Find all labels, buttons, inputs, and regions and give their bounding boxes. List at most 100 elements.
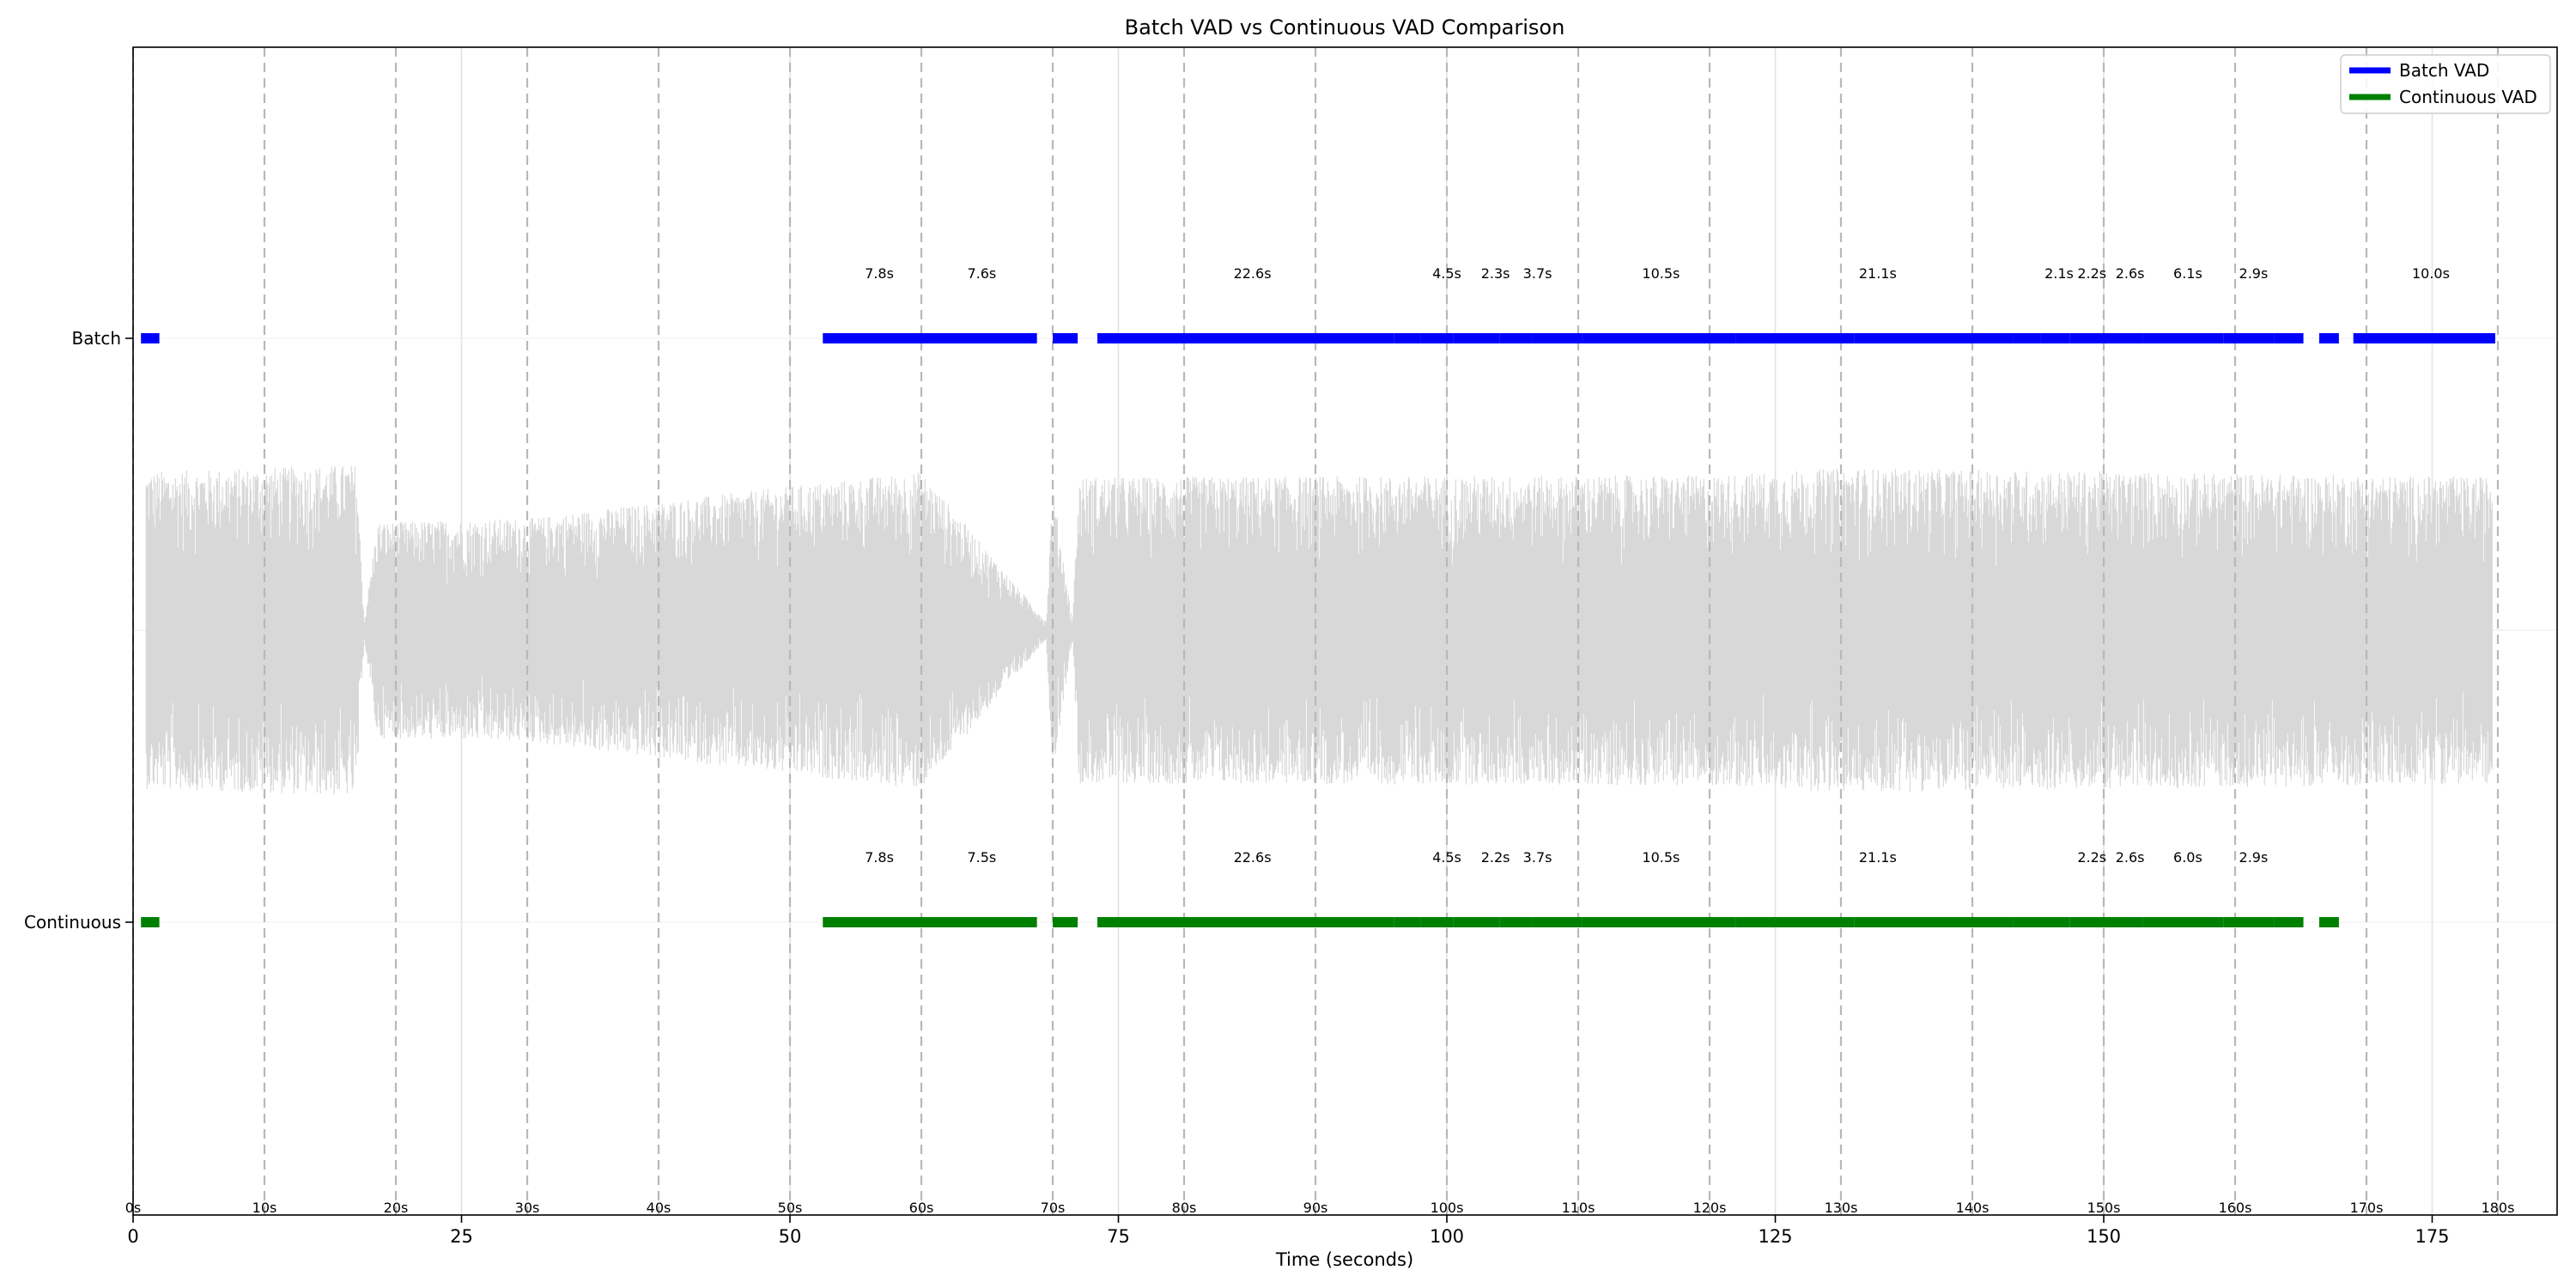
vad-segment [2013, 333, 2041, 343]
vad-segment [1097, 333, 1394, 343]
vad-segment [1053, 917, 1078, 927]
time-marker-label: 50s [778, 1200, 803, 1216]
time-marker-label: 170s [2350, 1200, 2384, 1216]
vad-segment [2274, 917, 2304, 927]
time-marker-label: 180s [2482, 1200, 2515, 1216]
segment-duration-label: 7.5s [967, 849, 996, 866]
vad-segment [1735, 333, 1855, 343]
time-marker-label: 20s [384, 1200, 409, 1216]
segment-duration-label: 7.8s [865, 849, 894, 866]
segment-duration-label: 22.6s [1234, 265, 1272, 282]
segment-duration-label: 2.6s [2116, 849, 2145, 866]
x-tick-label: 175 [2415, 1226, 2449, 1247]
time-marker-label: 140s [1956, 1200, 1990, 1216]
vad-segment [2142, 333, 2224, 343]
vad-segment [1854, 917, 2014, 927]
vad-segment [2235, 917, 2275, 927]
vad-segment [1643, 917, 1736, 927]
segment-duration-label: 2.6s [2116, 265, 2145, 282]
plot-frame [132, 46, 2558, 1216]
vad-segment [2104, 333, 2143, 343]
vad-segment [1582, 917, 1644, 927]
vad-segment [2223, 917, 2235, 927]
x-tick-label: 50 [779, 1226, 802, 1247]
x-tick-label: 125 [1758, 1226, 1792, 1247]
vad-segment [141, 917, 160, 927]
segment-duration-label: 2.9s [2239, 849, 2269, 866]
vad-segment [1420, 333, 1454, 343]
segment-duration-label: 7.8s [865, 265, 894, 282]
segment-layer [141, 333, 2495, 927]
vad-segment [1394, 333, 1421, 343]
segment-duration-label: 4.5s [1432, 265, 1461, 282]
time-marker-label: 130s [1825, 1200, 1858, 1216]
vad-segment [1499, 333, 1533, 343]
duration-label-layer: 7.8s 7.6s 22.6s 4.5s 2.3s 3.7s 10.5s 21.1s 2.1s 2… [865, 265, 2450, 866]
segment-duration-label: 21.1s [1859, 265, 1897, 282]
vad-segment [1053, 333, 1078, 343]
x-tick-label: 100 [1430, 1226, 1464, 1247]
vad-segment [2142, 917, 2224, 927]
time-marker-label: 90s [1303, 1200, 1328, 1216]
segment-duration-label: 21.1s [1859, 849, 1897, 866]
time-marker-label: 10s [252, 1200, 277, 1216]
vad-segment [2104, 917, 2143, 927]
axes-layer: Batch Continuous 0 25 50 75 100 125 150 175 [24, 328, 2450, 1247]
legend-label: Continuous VAD [2399, 87, 2537, 107]
segment-duration-label: 2.9s [2239, 265, 2269, 282]
time-marker-label: 120s [1693, 1200, 1727, 1216]
segment-duration-label: 2.1s [2044, 265, 2074, 282]
vad-segment [1854, 333, 2014, 343]
segment-duration-label: 10.5s [1642, 265, 1680, 282]
segment-duration-label: 3.7s [1523, 265, 1552, 282]
vad-segment [1582, 333, 1644, 343]
vad-segment [1532, 917, 1583, 927]
time-marker-label: 30s [515, 1200, 540, 1216]
segment-duration-label: 7.6s [967, 265, 996, 282]
y-tick-label: Batch [72, 328, 122, 349]
time-marker-label: 150s [2087, 1200, 2121, 1216]
vad-segment [1453, 333, 1500, 343]
segment-duration-label: 6.1s [2173, 265, 2202, 282]
vad-segment [1735, 917, 1855, 927]
chart-title: Batch VAD vs Continuous VAD Comparison [1125, 15, 1565, 39]
vad-segment [1394, 917, 1421, 927]
vad-segment [1499, 917, 1533, 927]
x-tick-label: 25 [450, 1226, 473, 1247]
segment-duration-label: 22.6s [1234, 849, 1272, 866]
vad-segment [2069, 917, 2104, 927]
x-axis-label: Time (seconds) [1275, 1249, 1413, 1270]
vad-segment [1643, 333, 1736, 343]
vad-segment [2274, 333, 2304, 343]
segment-duration-label: 10.0s [2412, 265, 2450, 282]
time-marker-label: 80s [1172, 1200, 1197, 1216]
segment-duration-label: 2.2s [2077, 265, 2106, 282]
vad-segment [1453, 917, 1500, 927]
vad-segment [1097, 917, 1394, 927]
vad-segment [823, 333, 1037, 343]
vad-segment [823, 917, 1037, 927]
vad-segment [141, 333, 160, 343]
vad-segment [2040, 333, 2070, 343]
y-tick-label: Continuous [24, 912, 121, 933]
vad-segment [2235, 333, 2275, 343]
segment-duration-label: 4.5s [1432, 849, 1461, 866]
vad-segment [2013, 917, 2070, 927]
segment-duration-label: 3.7s [1523, 849, 1552, 866]
segment-duration-label: 2.2s [2077, 849, 2106, 866]
time-marker-label: 40s [647, 1200, 671, 1216]
x-tick-label: 75 [1107, 1226, 1130, 1247]
vad-segment [2318, 333, 2339, 343]
vad-segment [2353, 333, 2495, 343]
vad-segment [1532, 333, 1583, 343]
segment-duration-label: 6.0s [2173, 849, 2202, 866]
time-marker-label: 110s [1562, 1200, 1595, 1216]
time-marker-label: 70s [1041, 1200, 1066, 1216]
segment-duration-label: 10.5s [1642, 849, 1680, 866]
legend: Batch VAD Continuous VAD [2340, 54, 2551, 114]
x-tick-label: 150 [2087, 1226, 2121, 1247]
legend-label: Batch VAD [2399, 60, 2489, 81]
audio-waveform [145, 465, 2493, 794]
